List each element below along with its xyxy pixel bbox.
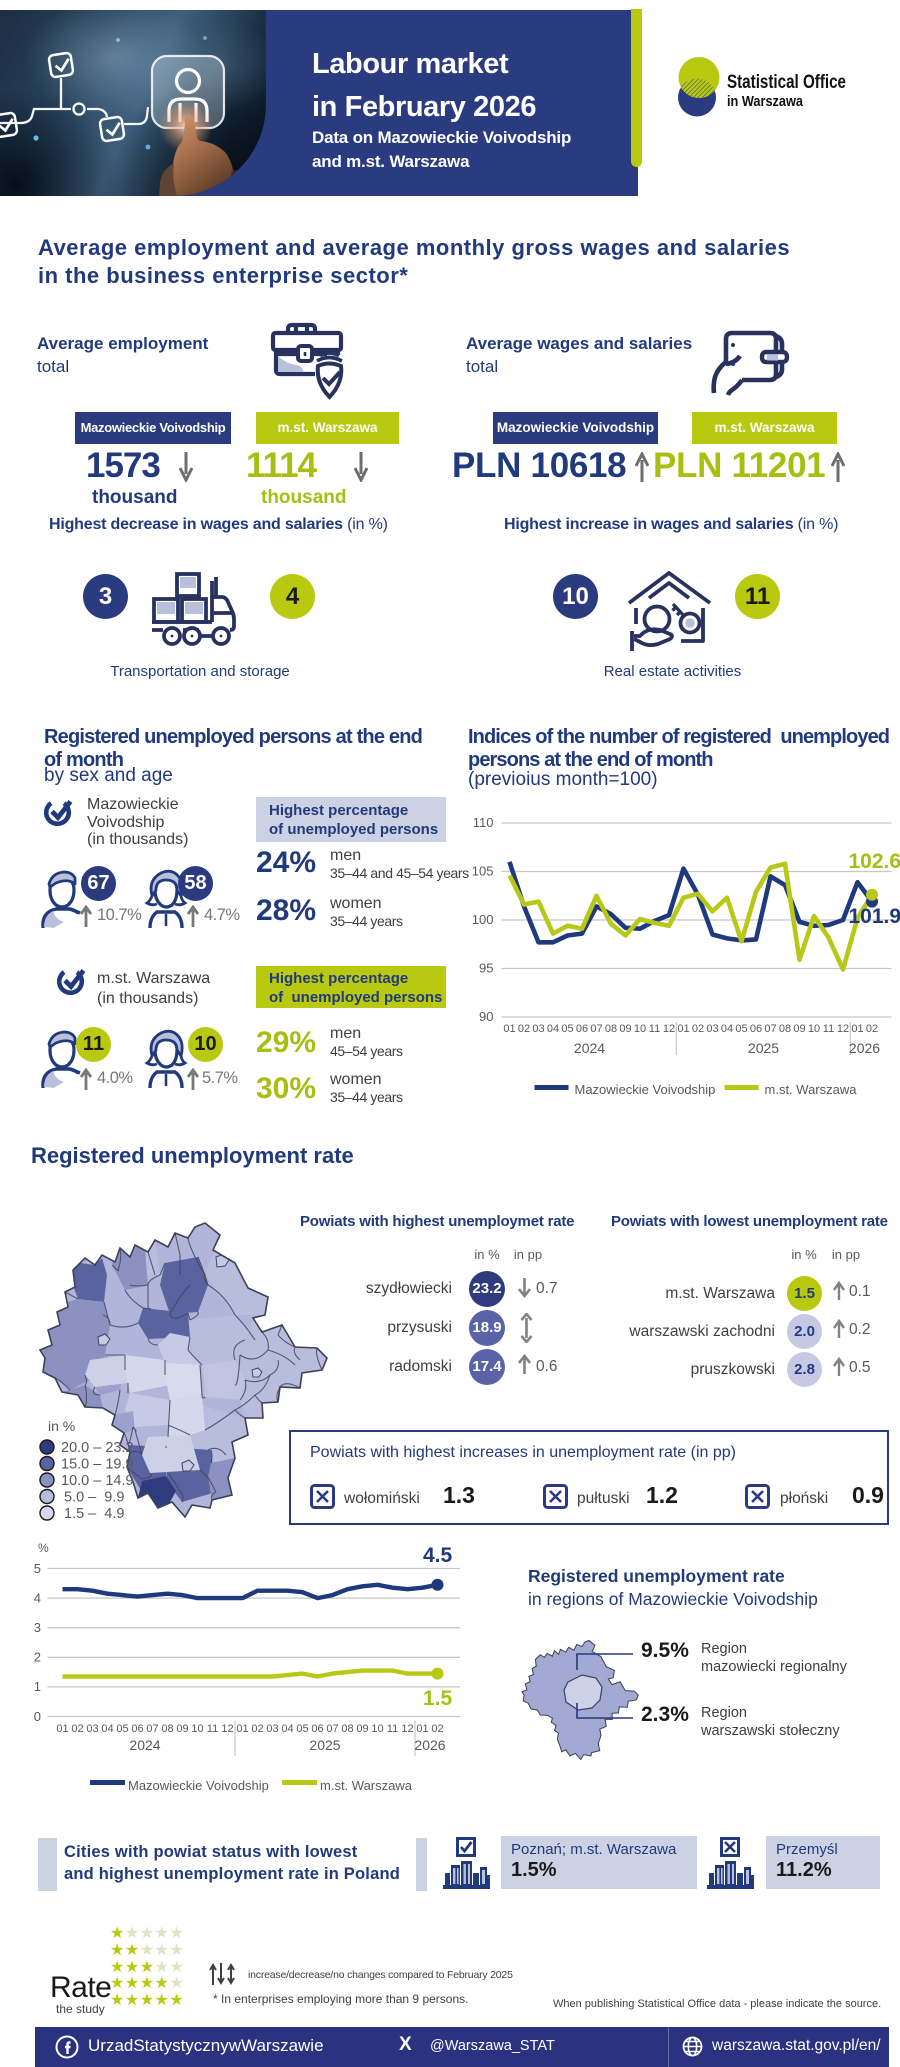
svg-text:01: 01 <box>503 1023 515 1035</box>
svg-text:%: % <box>38 1541 49 1555</box>
svg-text:12: 12 <box>663 1023 675 1035</box>
svg-text:in %: in % <box>48 1418 75 1434</box>
svg-text:03: 03 <box>532 1023 544 1035</box>
svg-text:95: 95 <box>479 961 493 976</box>
svg-text:07: 07 <box>590 1023 602 1035</box>
svg-text:90: 90 <box>479 1009 493 1024</box>
svg-text:11: 11 <box>823 1023 834 1035</box>
svg-text:100: 100 <box>472 912 494 927</box>
svg-text:1: 1 <box>34 1679 41 1694</box>
svg-text:09: 09 <box>356 1723 368 1735</box>
svg-text:15.0 – 19.9: 15.0 – 19.9 <box>61 1457 134 1473</box>
svg-text:04: 04 <box>547 1023 559 1035</box>
svg-text:02: 02 <box>866 1023 878 1035</box>
svg-text:04: 04 <box>101 1723 113 1735</box>
svg-text:m.st. Warszawa: m.st. Warszawa <box>765 1082 858 1097</box>
svg-text:10.0 – 14.9: 10.0 – 14.9 <box>61 1473 134 1489</box>
svg-text:09: 09 <box>793 1023 805 1035</box>
svg-text:03: 03 <box>86 1723 98 1735</box>
svg-text:08: 08 <box>161 1723 173 1735</box>
svg-text:1.5 – 4.9: 1.5 – 4.9 <box>64 1506 124 1522</box>
svg-text:05: 05 <box>735 1023 747 1035</box>
svg-text:02: 02 <box>692 1023 704 1035</box>
svg-text:10: 10 <box>808 1023 820 1035</box>
svg-text:12: 12 <box>837 1023 849 1035</box>
svg-text:10: 10 <box>634 1023 646 1035</box>
svg-text:10: 10 <box>371 1723 383 1735</box>
svg-text:12: 12 <box>221 1723 233 1735</box>
svg-text:11: 11 <box>649 1023 660 1035</box>
svg-text:2024: 2024 <box>129 1737 160 1753</box>
svg-text:02: 02 <box>431 1723 443 1735</box>
svg-text:105: 105 <box>472 864 494 879</box>
svg-text:05: 05 <box>561 1023 573 1035</box>
svg-text:09: 09 <box>176 1723 188 1735</box>
svg-text:in Warszawa: in Warszawa <box>727 94 804 110</box>
svg-text:11: 11 <box>387 1723 398 1735</box>
svg-text:06: 06 <box>576 1023 588 1035</box>
svg-text:03: 03 <box>706 1023 718 1035</box>
svg-text:3: 3 <box>34 1620 41 1635</box>
svg-text:06: 06 <box>750 1023 762 1035</box>
svg-text:01: 01 <box>56 1723 68 1735</box>
svg-text:08: 08 <box>341 1723 353 1735</box>
svg-text:102.6: 102.6 <box>849 850 900 873</box>
svg-text:101.9: 101.9 <box>849 905 900 928</box>
svg-text:02: 02 <box>71 1723 83 1735</box>
svg-text:05: 05 <box>116 1723 128 1735</box>
svg-text:02: 02 <box>251 1723 263 1735</box>
svg-text:12: 12 <box>401 1723 413 1735</box>
svg-text:07: 07 <box>764 1023 776 1035</box>
svg-text:02: 02 <box>518 1023 530 1035</box>
svg-text:05: 05 <box>296 1723 308 1735</box>
svg-text:2026: 2026 <box>849 1040 880 1056</box>
svg-text:01: 01 <box>851 1023 863 1035</box>
svg-text:m.st. Warszawa: m.st. Warszawa <box>320 1778 413 1793</box>
svg-text:04: 04 <box>721 1023 733 1035</box>
svg-text:2: 2 <box>34 1650 41 1665</box>
svg-text:4.5: 4.5 <box>423 1544 453 1567</box>
svg-text:06: 06 <box>131 1723 143 1735</box>
svg-text:2024: 2024 <box>574 1040 605 1056</box>
svg-text:10: 10 <box>191 1723 203 1735</box>
svg-text:2025: 2025 <box>309 1737 340 1753</box>
svg-text:2026: 2026 <box>414 1737 445 1753</box>
svg-text:5: 5 <box>34 1561 41 1576</box>
svg-text:Mazowieckie Voivodship: Mazowieckie Voivodship <box>575 1082 716 1097</box>
svg-text:06: 06 <box>311 1723 323 1735</box>
svg-text:09: 09 <box>619 1023 631 1035</box>
svg-text:1.5: 1.5 <box>423 1687 453 1710</box>
svg-text:04: 04 <box>281 1723 293 1735</box>
svg-text:4: 4 <box>34 1591 41 1606</box>
svg-text:01: 01 <box>416 1723 428 1735</box>
svg-text:08: 08 <box>605 1023 617 1035</box>
svg-text:11: 11 <box>207 1723 218 1735</box>
svg-text:5.0 – 9.9: 5.0 – 9.9 <box>64 1490 124 1506</box>
svg-text:07: 07 <box>326 1723 338 1735</box>
svg-text:2025: 2025 <box>748 1040 779 1056</box>
svg-text:07: 07 <box>146 1723 158 1735</box>
svg-text:110: 110 <box>473 815 494 830</box>
svg-text:Mazowieckie Voivodship: Mazowieckie Voivodship <box>128 1778 269 1793</box>
svg-text:01: 01 <box>677 1023 689 1035</box>
svg-text:0: 0 <box>34 1709 41 1724</box>
svg-text:08: 08 <box>779 1023 791 1035</box>
svg-text:Statistical Office: Statistical Office <box>727 72 846 93</box>
svg-text:01: 01 <box>236 1723 248 1735</box>
svg-text:20.0 – 23.2: 20.0 – 23.2 <box>61 1440 134 1456</box>
svg-text:03: 03 <box>266 1723 278 1735</box>
